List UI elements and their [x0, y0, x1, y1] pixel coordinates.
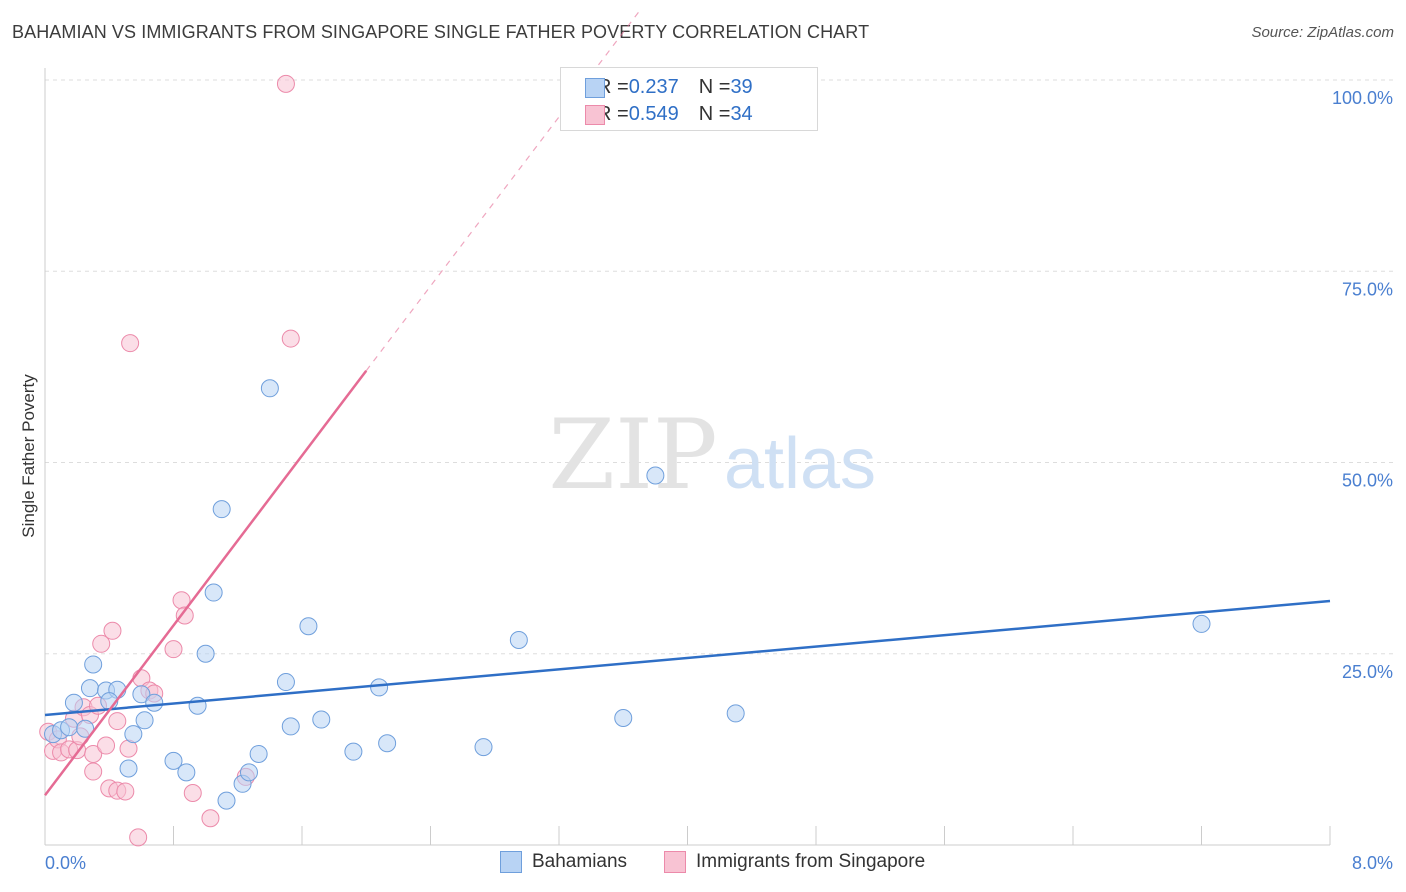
- n-value: 34: [730, 102, 753, 125]
- tick-labels: 25.0% 50.0% 75.0% 100.0% 0.0% 8.0%: [45, 88, 1393, 873]
- singapore-points: [39, 74, 300, 847]
- legend-label: Immigrants from Singapore: [696, 851, 926, 872]
- bahamian-point: [281, 717, 300, 736]
- bahamian-trend-line: [44, 599, 1331, 717]
- singapore-point: [84, 762, 103, 781]
- legend-row-bahamians: R = 0.237 N = 39: [585, 74, 753, 100]
- y-tick-label: 50.0%: [1342, 471, 1393, 491]
- y-tick-label: 75.0%: [1342, 279, 1393, 299]
- singapore-point: [97, 736, 116, 755]
- bahamian-point: [124, 725, 143, 744]
- bahamian-point: [119, 759, 138, 778]
- bahamian-point: [509, 630, 528, 649]
- axes: [44, 68, 1331, 846]
- y-tick-label: 25.0%: [1342, 662, 1393, 682]
- bahamian-point: [132, 685, 151, 704]
- pink-swatch: [585, 105, 605, 125]
- bahamian-point: [260, 379, 279, 398]
- singapore-point: [129, 828, 148, 847]
- singapore-point: [84, 744, 103, 763]
- bahamian-point: [344, 742, 363, 761]
- n-label: N =: [698, 75, 731, 98]
- singapore-point: [281, 329, 300, 348]
- series-legend: Bahamians Immigrants from Singapore: [0, 851, 1406, 877]
- singapore-trend-extension: [365, 10, 640, 372]
- singapore-point: [183, 783, 202, 802]
- blue-swatch: [585, 78, 605, 98]
- singapore-trend-line: [44, 369, 368, 797]
- watermark: ZIP atlas: [548, 399, 876, 511]
- pink-swatch: [664, 851, 686, 873]
- n-value: 39: [730, 75, 753, 98]
- bahamian-point: [312, 710, 331, 729]
- bahamian-point: [64, 693, 83, 712]
- bahamian-point: [80, 679, 99, 698]
- bahamian-point: [276, 673, 295, 692]
- x-tick-label: 0.0%: [45, 853, 86, 873]
- watermark-zip: ZIP: [548, 399, 717, 511]
- chart-title: BAHAMIAN VS IMMIGRANTS FROM SINGAPORE SI…: [12, 22, 870, 42]
- singapore-point: [116, 782, 135, 801]
- bahamian-point: [60, 718, 79, 737]
- stats-legend: R = 0.237 N = 39 R = 0.549 N = 34: [560, 67, 818, 131]
- bahamian-point: [177, 763, 196, 782]
- legend-label: Bahamians: [532, 851, 628, 872]
- blue-swatch: [500, 851, 522, 873]
- singapore-point: [92, 634, 111, 653]
- bahamian-point: [212, 500, 231, 519]
- bahamian-point: [204, 583, 223, 602]
- bahamian-point: [370, 678, 389, 697]
- legend-item-bahamians: Bahamians: [500, 851, 627, 873]
- grid-lines: [45, 79, 1395, 655]
- legend-row-singapore: R = 0.549 N = 34: [585, 101, 753, 127]
- y-axis-label: Single Father Poverty: [19, 374, 38, 538]
- y-tick-label: 100.0%: [1332, 88, 1393, 108]
- n-label: N =: [698, 102, 731, 125]
- bahamian-point: [164, 751, 183, 770]
- bahamian-points: [44, 379, 1211, 810]
- singapore-point: [276, 74, 295, 93]
- watermark-atlas: atlas: [724, 424, 876, 504]
- singapore-point: [175, 606, 194, 625]
- bahamian-point: [646, 466, 665, 485]
- bahamian-point: [726, 704, 745, 723]
- singapore-point: [201, 809, 220, 828]
- x-tick-label: 8.0%: [1352, 853, 1393, 873]
- bahamian-point: [145, 693, 164, 712]
- bahamian-point: [378, 734, 397, 753]
- bahamian-point: [299, 617, 318, 636]
- bahamian-point: [614, 709, 633, 728]
- singapore-point: [108, 712, 127, 731]
- r-value: 0.549: [628, 102, 679, 125]
- r-value: 0.237: [628, 75, 679, 98]
- bahamian-point: [249, 744, 268, 763]
- bahamian-point: [1192, 614, 1211, 633]
- bahamian-point: [135, 711, 154, 730]
- bahamian-point: [474, 738, 493, 757]
- bahamian-point: [76, 719, 95, 738]
- bahamian-point: [84, 655, 103, 674]
- singapore-point: [164, 640, 183, 659]
- bahamian-point: [196, 644, 215, 663]
- legend-item-singapore: Immigrants from Singapore: [664, 851, 925, 873]
- singapore-point: [103, 621, 122, 640]
- bahamian-point: [217, 791, 236, 810]
- bahamian-point: [239, 763, 258, 782]
- source-label: Source: ZipAtlas.com: [1251, 24, 1394, 41]
- singapore-point: [121, 334, 140, 353]
